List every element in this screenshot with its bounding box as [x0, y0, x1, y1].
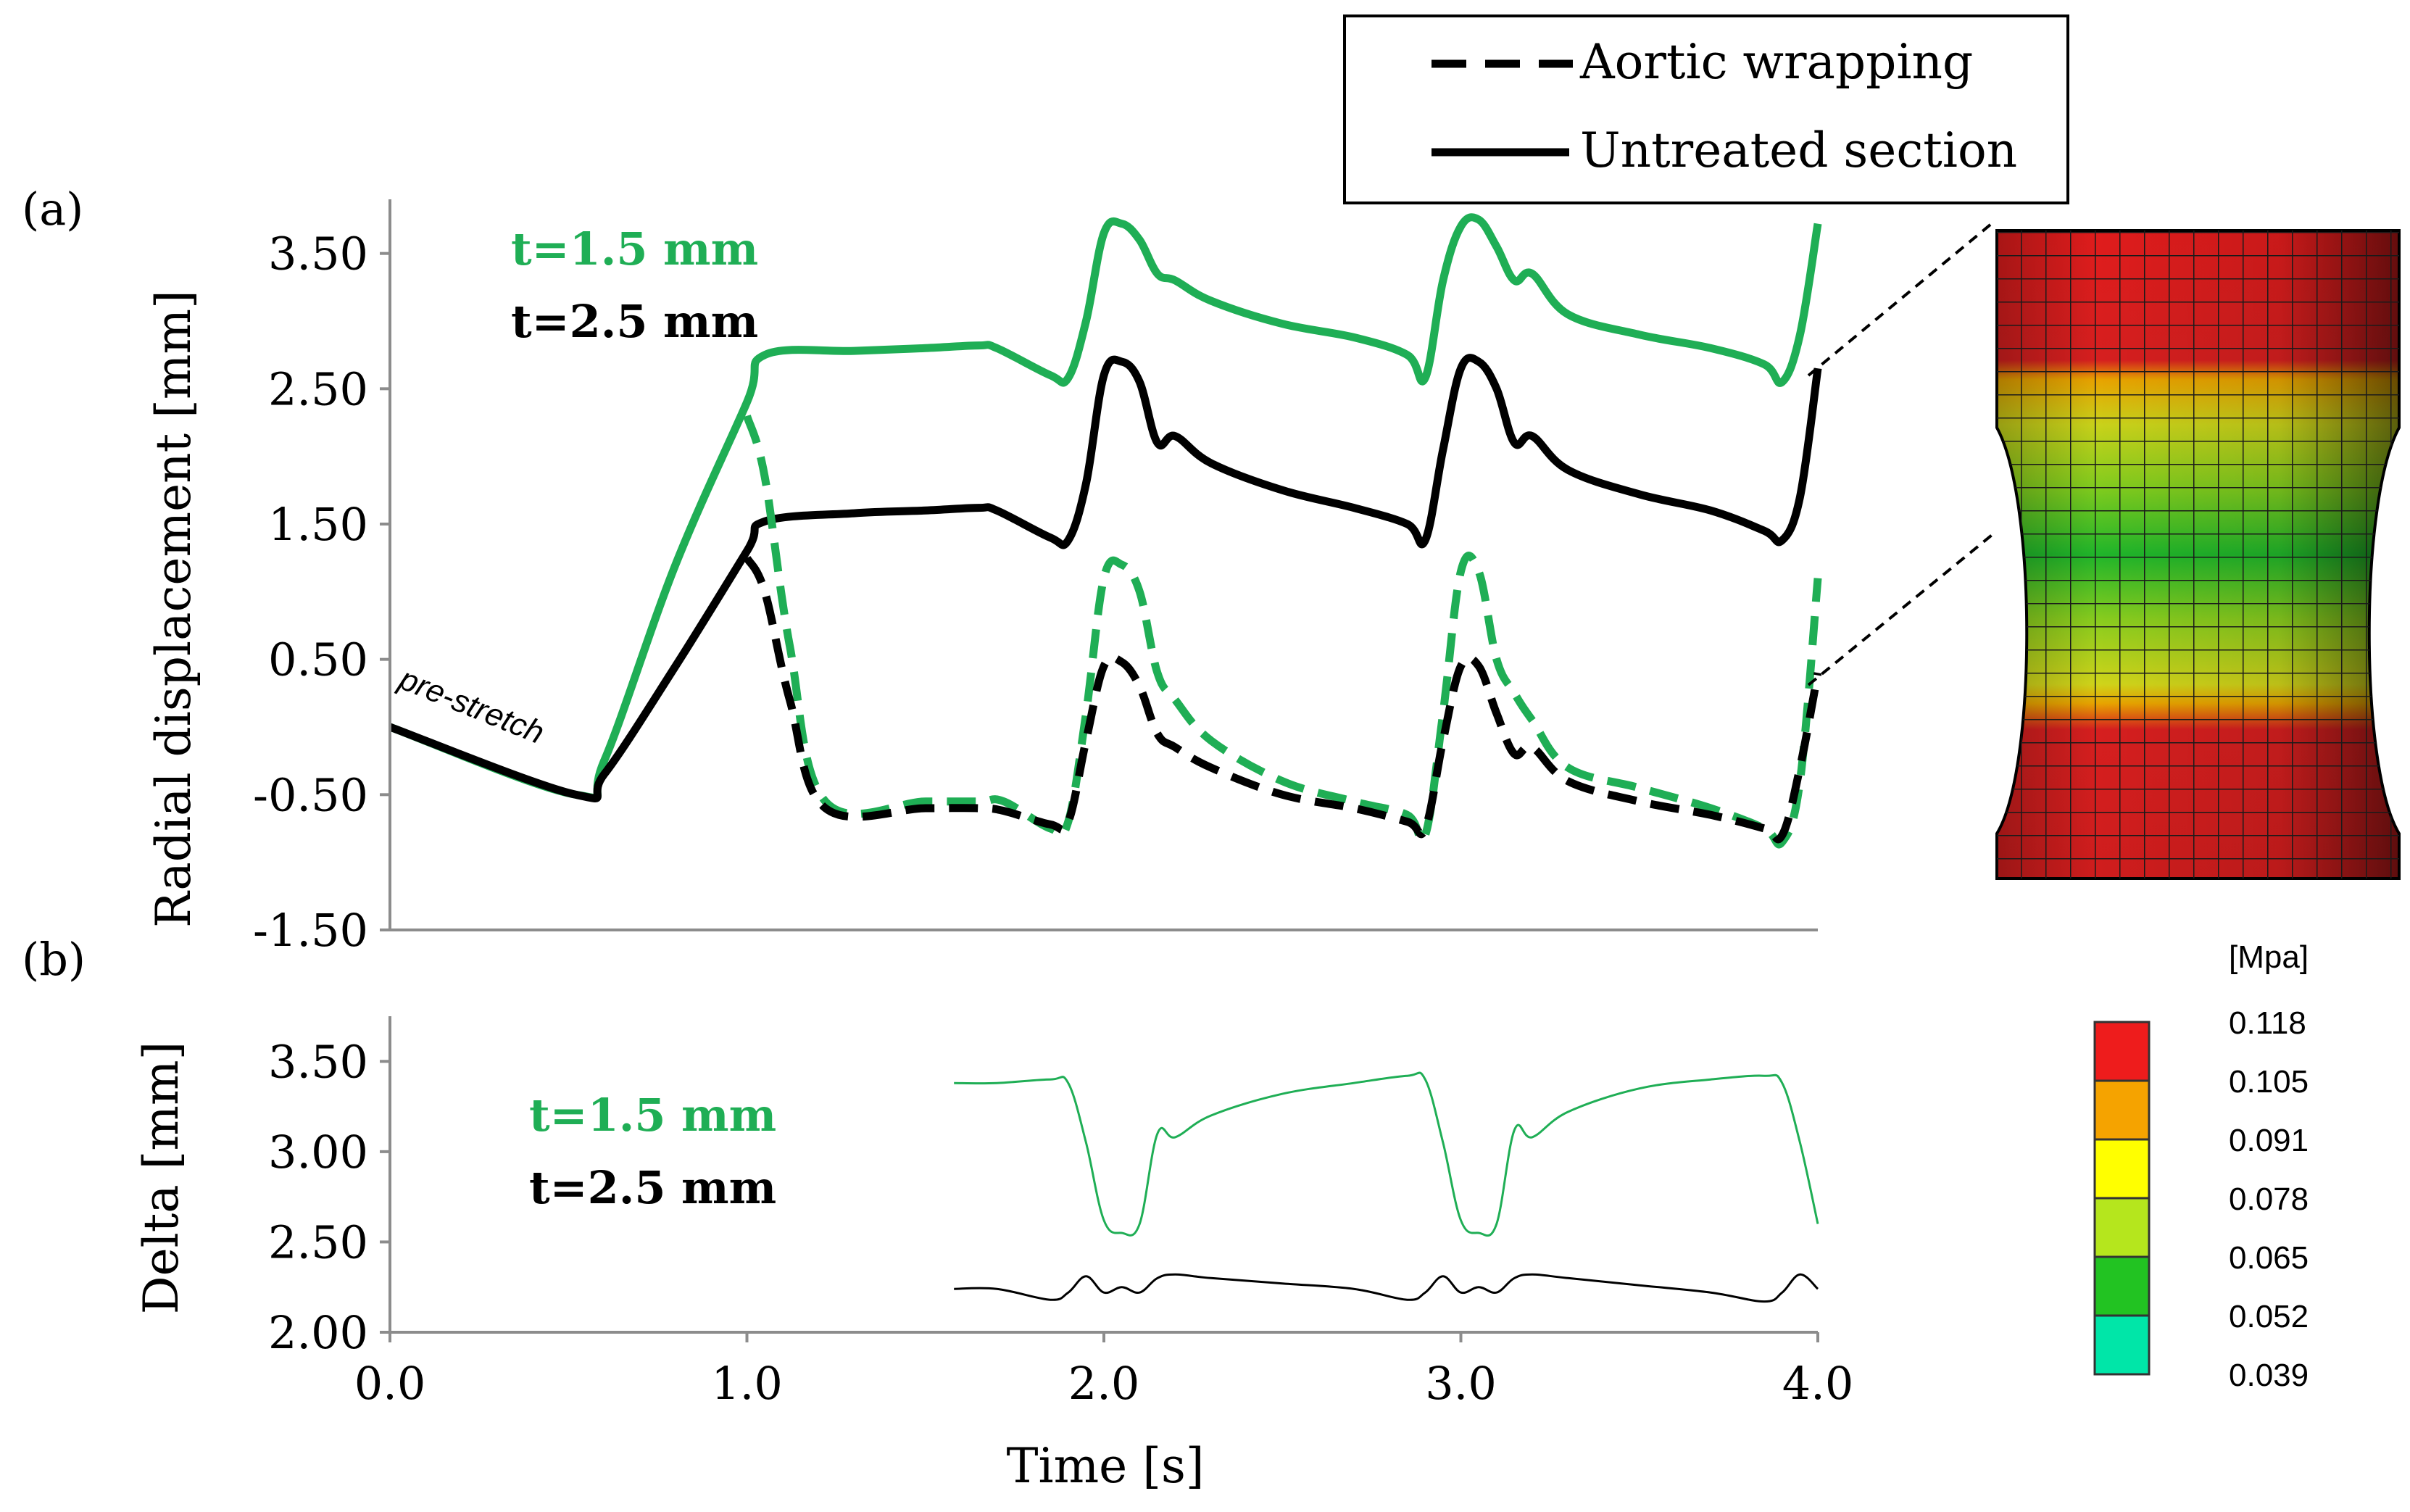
panel-a-series-line-1 — [388, 354, 1822, 802]
panel-a-y-tick-label: 1.50 — [268, 498, 368, 551]
panel-b-thickness-label-2: t=2.5 mm — [529, 1161, 776, 1214]
legend: Aortic wrapping Untreated section — [1343, 14, 2069, 204]
panel-a-y-tick-label: 0.50 — [268, 634, 368, 686]
colorbar-cells — [2093, 1021, 2151, 1376]
panel-a-y-tick-label: -0.50 — [253, 768, 368, 821]
panel-b-series-line-1 — [954, 1273, 1819, 1303]
colorbar-cell — [2093, 1255, 2151, 1317]
colorbar-tick-label: 0.091 — [2229, 1123, 2309, 1158]
colorbar-ticks: 0.118 0.105 0.091 0.078 0.065 0.052 0.039 — [2229, 1005, 2309, 1393]
zoom-line-bottom — [1807, 531, 1996, 686]
x-tick-label: 4.0 — [1782, 1357, 1854, 1410]
legend-box — [1343, 14, 2069, 204]
panel-a-y-tick-label: -1.50 — [253, 904, 368, 957]
colorbar-cell — [2093, 1138, 2151, 1200]
legend-dashed-label: Aortic wrapping — [1579, 34, 1973, 90]
colorbar-tick-label: 0.052 — [2229, 1299, 2309, 1334]
panel-b-x-axis-label: Time [s] — [1006, 1438, 1204, 1494]
colorbar-cell — [2093, 1314, 2151, 1376]
x-tick-label: 0.0 — [354, 1357, 426, 1410]
stress-contour-mesh — [1807, 220, 2401, 880]
colorbar-unit: [Mpa] — [2229, 939, 2309, 975]
colorbar-cell — [2093, 1079, 2151, 1141]
panel-a-plot: 3.50 2.50 1.50 0.50 -0.50 -1.50 Radial displa… — [146, 199, 1822, 957]
panel-a-series — [388, 213, 1822, 849]
panel-a-y-axis-label: Radial displacement [mm] — [146, 290, 201, 928]
x-tick-label: 3.0 — [1425, 1357, 1497, 1410]
panel-b-y-tick-label: 3.00 — [268, 1126, 368, 1179]
panel-b-y-tick-label: 3.50 — [268, 1035, 368, 1088]
panel-b-label: (b) — [22, 933, 86, 986]
colorbar-cell — [2093, 1021, 2151, 1082]
panel-b-plot: 3.50 3.00 2.50 2.00 0.0 1.0 2.0 3.0 4.0 Delta [… — [133, 1016, 1853, 1494]
panel-a-series-line-2 — [743, 415, 1822, 849]
colorbar-tick-label: 0.118 — [2229, 1005, 2306, 1041]
panel-a-series-line-3 — [743, 555, 1822, 844]
panel-b-thickness-label-1: t=1.5 mm — [529, 1089, 776, 1142]
panel-b-series — [954, 1071, 1819, 1303]
x-tick-label: 1.0 — [711, 1357, 783, 1410]
colorbar-tick-label: 0.039 — [2229, 1358, 2309, 1393]
mesh-grid — [1997, 230, 2399, 878]
colorbar-tick-label: 0.105 — [2229, 1064, 2309, 1100]
legend-solid-label: Untreated section — [1580, 122, 2017, 178]
panel-b-y-tick-label: 2.00 — [268, 1306, 368, 1359]
colorbar-tick-label: 0.078 — [2229, 1181, 2309, 1217]
panel-a-series-line-0 — [388, 213, 1822, 802]
stress-colorbar: [Mpa] 0.118 0.105 0.091 0.078 0.065 0.052 0.03… — [2093, 939, 2309, 1393]
panel-a-thickness-label-1: t=1.5 mm — [511, 223, 758, 275]
panel-b-y-ticks: 3.50 3.00 2.50 2.00 — [268, 1035, 390, 1359]
panel-a-y-tick-label: 3.50 — [268, 228, 368, 281]
panel-a-thickness-label-2: t=2.5 mm — [511, 295, 758, 348]
panel-a-label: (a) — [22, 183, 83, 236]
panel-b-series-line-0 — [954, 1071, 1819, 1237]
x-tick-label: 2.0 — [1068, 1357, 1140, 1410]
panel-a-y-ticks: 3.50 2.50 1.50 0.50 -0.50 -1.50 — [253, 228, 390, 957]
zoom-line-top — [1807, 220, 1996, 377]
panel-a-y-tick-label: 2.50 — [268, 362, 368, 415]
colorbar-cell — [2093, 1197, 2151, 1258]
panel-b-y-axis-label: Delta [mm] — [133, 1042, 189, 1315]
colorbar-tick-label: 0.065 — [2229, 1240, 2309, 1276]
panel-b-x-ticks: 0.0 1.0 2.0 3.0 4.0 — [354, 1332, 1854, 1410]
panel-b-y-tick-label: 2.50 — [268, 1216, 368, 1268]
